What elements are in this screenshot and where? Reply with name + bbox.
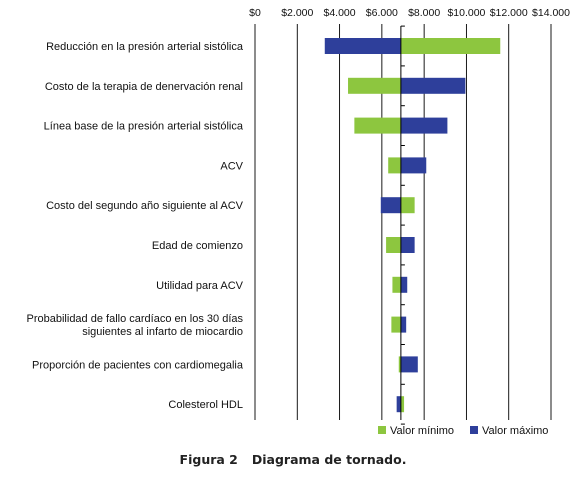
bar-valor-maximo <box>324 38 401 54</box>
bars <box>324 38 501 413</box>
bar-valor-minimo <box>400 197 415 214</box>
x-tick-label: $14.000 <box>532 7 570 19</box>
bar-valor-maximo <box>400 77 466 94</box>
x-axis-tick-labels: $0 $2.000 $4.000 $6.000 $8.000 $10.000 $12.000… <box>249 7 570 19</box>
bar-valor-maximo <box>400 276 408 293</box>
bar-valor-minimo <box>348 77 401 94</box>
category-label: Utilidad para ACV <box>156 280 243 292</box>
bar-valor-maximo <box>400 157 427 174</box>
bar-valor-minimo <box>386 237 401 253</box>
category-label: Reducción en la presión arterial sistóli… <box>46 41 244 53</box>
bar-valor-maximo <box>400 316 407 333</box>
category-labels: Reducción en la presión arterial sistóli… <box>27 41 244 411</box>
category-label: ACV <box>220 160 243 172</box>
legend-label: Valor mínimo <box>390 425 454 437</box>
legend-swatch-minimo <box>378 426 386 434</box>
figure-caption: Figura 2 Diagrama de tornado. <box>0 452 586 467</box>
bar-valor-minimo <box>354 117 401 134</box>
category-label: Colesterol HDL <box>168 399 243 411</box>
category-label: Línea base de la presión arterial sistól… <box>44 121 244 133</box>
category-label: Proporción de pacientes con cardiomegali… <box>32 359 244 371</box>
center-axis <box>400 25 405 425</box>
legend: Valor mínimo Valor máximo <box>378 425 548 437</box>
bar-valor-minimo <box>398 356 401 373</box>
bar-valor-maximo <box>400 117 448 134</box>
bar-valor-minimo <box>388 157 401 174</box>
bar-valor-maximo <box>396 396 401 413</box>
category-label: Costo de la terapia de denervación renal <box>45 81 243 93</box>
caption-label: Figura 2 <box>179 452 238 467</box>
legend-swatch-maximo <box>470 426 478 434</box>
category-label: Costo del segundo año siguiente al ACV <box>46 200 244 212</box>
bar-valor-maximo <box>400 237 415 253</box>
x-tick-label: $4.000 <box>324 7 356 19</box>
x-tick-label: $10.000 <box>447 7 485 19</box>
bar-valor-minimo <box>400 396 405 413</box>
x-tick-label: $12.000 <box>490 7 528 19</box>
category-label: Probabilidad de fallo cardíaco en los 30… <box>27 313 244 338</box>
legend-label: Valor máximo <box>482 425 548 437</box>
bar-valor-maximo <box>380 197 401 214</box>
bar-valor-minimo <box>392 276 401 293</box>
bar-valor-minimo <box>400 38 501 54</box>
category-label: Edad de comienzo <box>152 240 243 252</box>
x-tick-label: $0 <box>249 7 261 19</box>
caption-text: Diagrama de tornado. <box>251 452 407 467</box>
x-tick-label: $6.000 <box>366 7 398 19</box>
x-tick-label: $2.000 <box>281 7 313 19</box>
x-tick-label: $8.000 <box>408 7 440 19</box>
bar-valor-maximo <box>400 356 418 373</box>
bar-valor-minimo <box>391 316 401 333</box>
